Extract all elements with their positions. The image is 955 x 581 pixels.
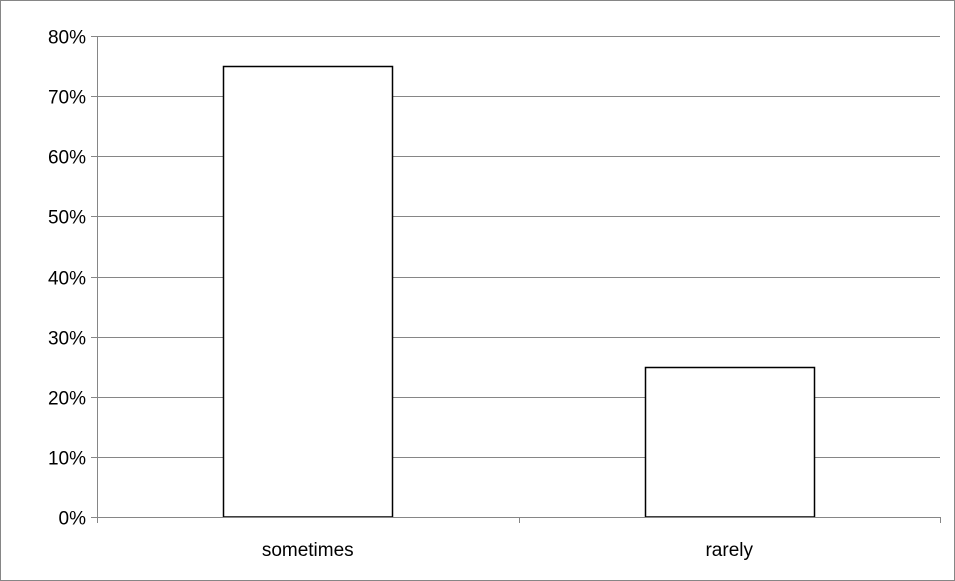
y-tick-label: 20%: [48, 389, 86, 410]
y-tick-label: 40%: [48, 269, 86, 290]
y-tick-labels: 0% 10% 20% 30% 40% 50% 60% 70% 80%: [48, 28, 86, 530]
y-tick-label: 80%: [48, 28, 86, 49]
y-tick-label: 0%: [59, 509, 87, 530]
y-tick-label: 30%: [48, 329, 86, 350]
x-tick-label: sometimes: [262, 540, 354, 561]
y-tick-label: 60%: [48, 148, 86, 169]
y-tick-label: 70%: [48, 88, 86, 109]
y-tick-label: 10%: [48, 449, 86, 470]
bar-rarely: [644, 366, 816, 518]
x-tick-label: rarely: [705, 540, 753, 561]
x-tick-labels: sometimes rarely: [262, 540, 754, 561]
y-tick-label: 50%: [48, 208, 86, 229]
bar-sometimes: [222, 65, 394, 518]
bars: [222, 65, 816, 518]
axes: [91, 36, 941, 523]
